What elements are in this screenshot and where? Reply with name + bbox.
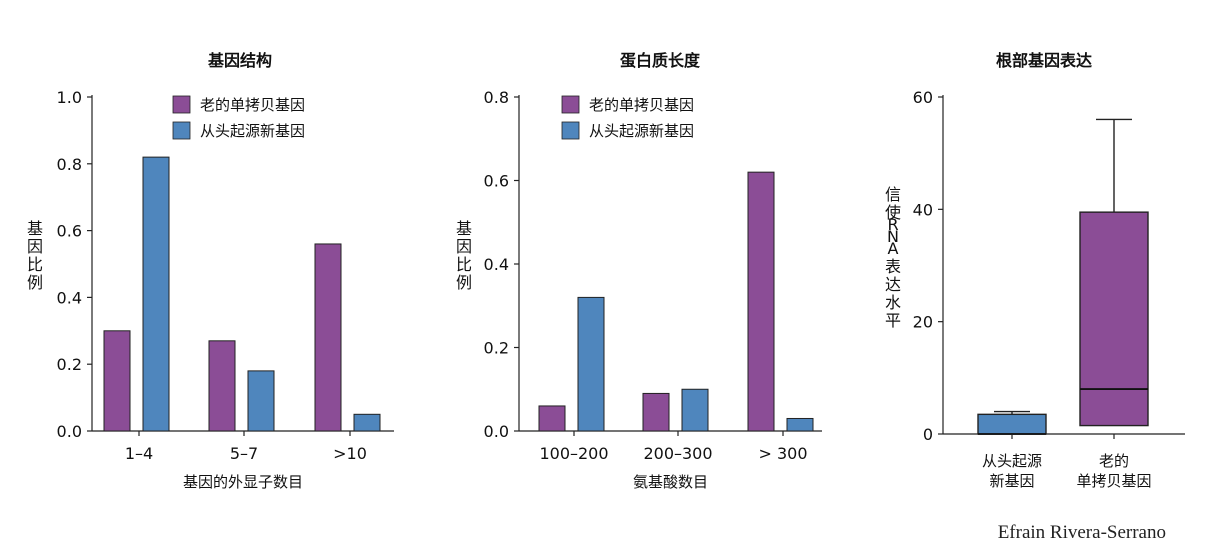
chart-2-legend-label-old: 老的单拷贝基因 bbox=[589, 96, 694, 114]
chart-1-y-label: 基因比例 bbox=[27, 219, 43, 292]
chart-3-x-tick-label: 从头起源 bbox=[982, 452, 1042, 470]
chart-2-y-tick-label: 0.8 bbox=[484, 88, 509, 107]
chart-1-title: 基因结构 bbox=[207, 51, 272, 70]
chart-3-x-tick-label: 单拷贝基因 bbox=[1076, 472, 1151, 490]
chart-1-bar-new-3 bbox=[353, 413, 381, 432]
box-1-body bbox=[977, 413, 1047, 435]
credit-text: Efrain Rivera-Serrano bbox=[997, 522, 1166, 543]
chart-1-y-tick-label: 1.0 bbox=[57, 88, 82, 107]
chart-2-bar-new-3 bbox=[786, 417, 814, 432]
chart-1-y-tick-label: 0.2 bbox=[57, 355, 82, 374]
chart-2-y-tick-label: 0.6 bbox=[484, 172, 509, 191]
chart-2-legend-swatch-new bbox=[561, 121, 580, 140]
chart-1-bar-new-2 bbox=[247, 370, 275, 432]
chart-1-legend-swatch-old bbox=[172, 95, 191, 114]
chart-1-x-tick-label: 1–4 bbox=[125, 444, 153, 463]
chart-2-y-tick-label: 0.4 bbox=[484, 255, 509, 274]
chart-2-x-tick-label: 200–300 bbox=[643, 444, 712, 463]
chart-3-y-tick-label: 40 bbox=[913, 200, 933, 219]
chart-1-y-tick-label: 0.6 bbox=[57, 222, 82, 241]
chart-1-bar-old-3 bbox=[314, 243, 342, 432]
chart-2-x-tick-label: 100–200 bbox=[539, 444, 608, 463]
chart-1-bar-old-1 bbox=[103, 330, 131, 432]
chart-1-legend-label-old: 老的单拷贝基因 bbox=[200, 96, 305, 114]
chart-2-y-label: 基因比例 bbox=[456, 219, 472, 292]
chart-3-y-tick-label: 20 bbox=[913, 313, 933, 332]
chart-2-bar-new-2 bbox=[681, 388, 709, 432]
chart-2-x-tick-label: > 300 bbox=[758, 444, 807, 463]
chart-1-bar-old-2 bbox=[208, 340, 236, 432]
chart-1-x-label: 基因的外显子数目 bbox=[183, 473, 303, 491]
chart-1-x-tick-label: 5–7 bbox=[230, 444, 258, 463]
chart-1-legend-swatch-new bbox=[172, 121, 191, 140]
chart-2-legend-swatch-old bbox=[561, 95, 580, 114]
chart-2-bar-old-2 bbox=[642, 392, 670, 432]
chart-2-legend-label-new: 从头起源新基因 bbox=[589, 122, 694, 140]
chart-1-y-tick-label: 0.4 bbox=[57, 288, 82, 307]
box-2-body bbox=[1079, 211, 1149, 427]
chart-3-x-tick-label: 老的 bbox=[1099, 452, 1129, 470]
chart-3-y-tick-label: 60 bbox=[913, 88, 933, 107]
chart-1-y-tick-label: 0.0 bbox=[57, 422, 82, 441]
chart-2-bar-new-1 bbox=[577, 296, 605, 432]
chart-3-x-tick-label: 新基因 bbox=[989, 472, 1034, 490]
chart-1-x-tick-label: >10 bbox=[333, 444, 367, 463]
chart-3-title: 根部基因表达 bbox=[996, 51, 1092, 70]
chart-2-bar-old-3 bbox=[747, 171, 775, 432]
chart-2-bar-old-1 bbox=[538, 405, 566, 432]
chart-3-y-label: 信使 R N A 表达水平 bbox=[885, 185, 901, 330]
chart-2-y-tick-label: 0.2 bbox=[484, 339, 509, 358]
chart-1-bar-new-1 bbox=[142, 156, 170, 432]
chart-2-title: 蛋白质长度 bbox=[620, 51, 701, 70]
chart-1-legend-label-new: 从头起源新基因 bbox=[200, 122, 305, 140]
chart-1-y-tick-label: 0.8 bbox=[57, 155, 82, 174]
chart-2-x-label: 氨基酸数目 bbox=[633, 473, 708, 491]
chart-2-y-tick-label: 0.0 bbox=[484, 422, 509, 441]
chart-3-y-tick-label: 0 bbox=[923, 425, 933, 444]
